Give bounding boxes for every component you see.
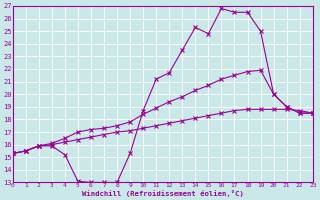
X-axis label: Windchill (Refroidissement éolien,°C): Windchill (Refroidissement éolien,°C) [82, 190, 244, 197]
